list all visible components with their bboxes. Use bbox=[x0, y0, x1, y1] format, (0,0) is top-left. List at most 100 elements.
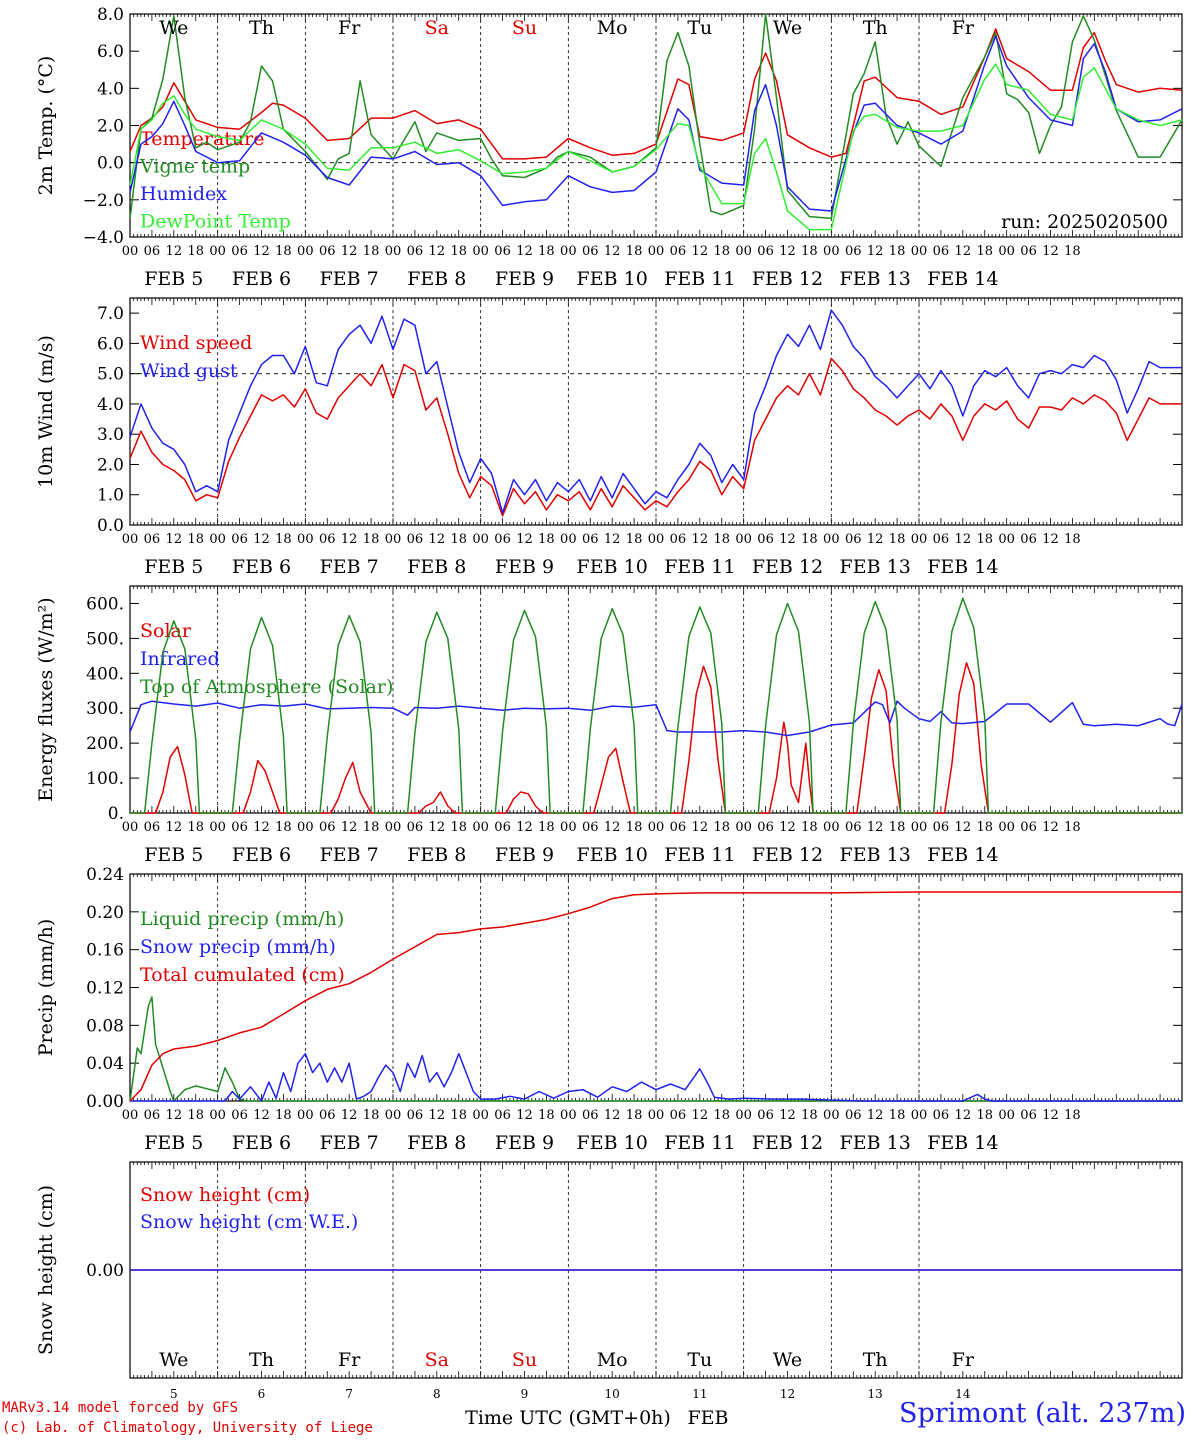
y-tick-label: 100. bbox=[86, 769, 124, 789]
hour-tick-label: 18 bbox=[187, 532, 204, 547]
panel-1: −4.0−2.00.02.04.06.08.02m Temp. (°C) Temp… bbox=[35, 5, 1183, 290]
hour-tick-label: 12 bbox=[604, 820, 621, 835]
hour-tick-label: 12 bbox=[166, 1108, 183, 1123]
hour-tick-label: 00 bbox=[385, 532, 402, 547]
day-number-label: 14 bbox=[955, 1387, 971, 1401]
hour-tick-label: 06 bbox=[494, 1108, 511, 1123]
day-date-label: FEB 11 bbox=[664, 1132, 735, 1154]
weekday-label: Fr bbox=[952, 1349, 975, 1371]
hour-tick-label: 12 bbox=[516, 244, 533, 259]
panel-4: 0.00 0.04 0.08 0.12 0.16 0.20 0.24 Precip (mm/h… bbox=[35, 865, 1183, 1154]
hour-tick-label: 00 bbox=[911, 1108, 928, 1123]
hour-tick-label: 00 bbox=[560, 820, 577, 835]
hour-tick-label: 18 bbox=[626, 244, 643, 259]
hour-tick-label: 06 bbox=[933, 820, 950, 835]
hour-tick-label: 06 bbox=[670, 244, 687, 259]
hour-tick-label: 18 bbox=[713, 532, 730, 547]
day-date-label: FEB 6 bbox=[232, 556, 291, 578]
y-tick-label: 0.00 bbox=[86, 1092, 124, 1112]
hour-tick-label: 12 bbox=[692, 532, 709, 547]
hour-tick-label: 18 bbox=[626, 532, 643, 547]
hour-tick-label: 12 bbox=[253, 1108, 270, 1123]
hour-tick-label: 18 bbox=[187, 820, 204, 835]
hour-tick-label: 00 bbox=[122, 1108, 139, 1123]
hour-tick-label: 00 bbox=[297, 532, 314, 547]
legend-entry: Liquid precip (mm/h) bbox=[140, 908, 344, 930]
y-tick-label: 6.0 bbox=[97, 334, 124, 354]
hour-tick-label: 00 bbox=[297, 244, 314, 259]
hour-tick-label: 12 bbox=[429, 532, 446, 547]
series-line bbox=[129, 35, 1183, 212]
day-date-label: FEB 13 bbox=[840, 1132, 911, 1154]
y-tick-label: 5.0 bbox=[97, 365, 124, 385]
hour-tick-label: 00 bbox=[823, 820, 840, 835]
panel-3: 0. 100. 200. 300. 400. 500. 600. Energy fluxes … bbox=[35, 585, 1183, 866]
weekday-label: We bbox=[159, 17, 188, 39]
weekday-label: We bbox=[159, 1349, 188, 1371]
y-tick-label: 2.0 bbox=[97, 455, 124, 475]
hour-tick-label: 06 bbox=[1020, 1108, 1037, 1123]
day-date-label: FEB 14 bbox=[927, 268, 998, 290]
hour-tick-label: 18 bbox=[187, 244, 204, 259]
credit-line-1: MARv3.14 model forced by GFS bbox=[2, 1400, 239, 1416]
day-date-label: FEB 11 bbox=[664, 844, 735, 866]
hour-tick-label: 06 bbox=[933, 244, 950, 259]
hour-tick-label: 00 bbox=[209, 1108, 226, 1123]
hour-tick-label: 00 bbox=[297, 820, 314, 835]
legend-entry: Humidex bbox=[140, 183, 227, 205]
hour-tick-label: 06 bbox=[933, 532, 950, 547]
day-date-label: FEB 13 bbox=[840, 556, 911, 578]
hour-tick-label: 12 bbox=[253, 532, 270, 547]
hour-tick-label: 18 bbox=[450, 820, 467, 835]
hour-tick-label: 12 bbox=[1042, 532, 1059, 547]
day-number-label: 11 bbox=[692, 1387, 707, 1401]
y-tick-label: 1.0 bbox=[97, 486, 124, 506]
weekday-label: Th bbox=[863, 17, 888, 39]
hour-tick-label: 00 bbox=[122, 820, 139, 835]
hour-tick-label: 00 bbox=[648, 1108, 665, 1123]
hour-tick-label: 12 bbox=[1042, 1108, 1059, 1123]
day-date-label: FEB 8 bbox=[407, 556, 466, 578]
hour-tick-label: 12 bbox=[166, 532, 183, 547]
hour-tick-label: 18 bbox=[889, 1108, 906, 1123]
hour-tick-label: 00 bbox=[823, 532, 840, 547]
hour-tick-label: 00 bbox=[385, 244, 402, 259]
hour-tick-label: 18 bbox=[801, 820, 818, 835]
weekday-label: Fr bbox=[338, 17, 361, 39]
hour-tick-label: 00 bbox=[998, 244, 1015, 259]
hour-tick-label: 00 bbox=[648, 244, 665, 259]
hour-tick-label: 18 bbox=[275, 1108, 292, 1123]
hour-tick-label: 18 bbox=[626, 820, 643, 835]
day-date-label: FEB 6 bbox=[232, 844, 291, 866]
hour-tick-label: 06 bbox=[582, 1108, 599, 1123]
hour-tick-label: 06 bbox=[319, 1108, 336, 1123]
day-date-label: FEB 8 bbox=[407, 844, 466, 866]
hour-tick-label: 12 bbox=[779, 244, 796, 259]
day-date-label: FEB 14 bbox=[927, 844, 998, 866]
hour-tick-label: 12 bbox=[253, 820, 270, 835]
day-number-label: 6 bbox=[258, 1387, 266, 1401]
hour-tick-label: 00 bbox=[122, 532, 139, 547]
hour-tick-label: 12 bbox=[166, 244, 183, 259]
hour-tick-label: 00 bbox=[735, 1108, 752, 1123]
hour-tick-label: 12 bbox=[692, 820, 709, 835]
day-date-label: FEB 5 bbox=[144, 268, 203, 290]
hour-tick-label: 00 bbox=[560, 532, 577, 547]
y-tick-label: 0.16 bbox=[86, 941, 124, 961]
day-date-label: FEB 9 bbox=[495, 844, 554, 866]
series-line bbox=[129, 28, 1183, 160]
hour-tick-label: 00 bbox=[735, 244, 752, 259]
hour-tick-label: 06 bbox=[757, 532, 774, 547]
hour-tick-label: 06 bbox=[1020, 820, 1037, 835]
hour-tick-label: 12 bbox=[779, 820, 796, 835]
y-tick-label: 0. bbox=[108, 804, 124, 824]
series-line bbox=[130, 1052, 1182, 1102]
y-tick-label: 200. bbox=[86, 734, 124, 754]
hour-tick-label: 00 bbox=[209, 532, 226, 547]
legend-entry: Infrared bbox=[140, 648, 220, 670]
legend-entry: Wind gust bbox=[140, 360, 238, 382]
series-line bbox=[130, 597, 1182, 814]
time-axis-label: Time UTC (GMT+0h) bbox=[465, 1407, 671, 1429]
hour-tick-label: 06 bbox=[845, 1108, 862, 1123]
weekday-label: Su bbox=[512, 1349, 537, 1371]
